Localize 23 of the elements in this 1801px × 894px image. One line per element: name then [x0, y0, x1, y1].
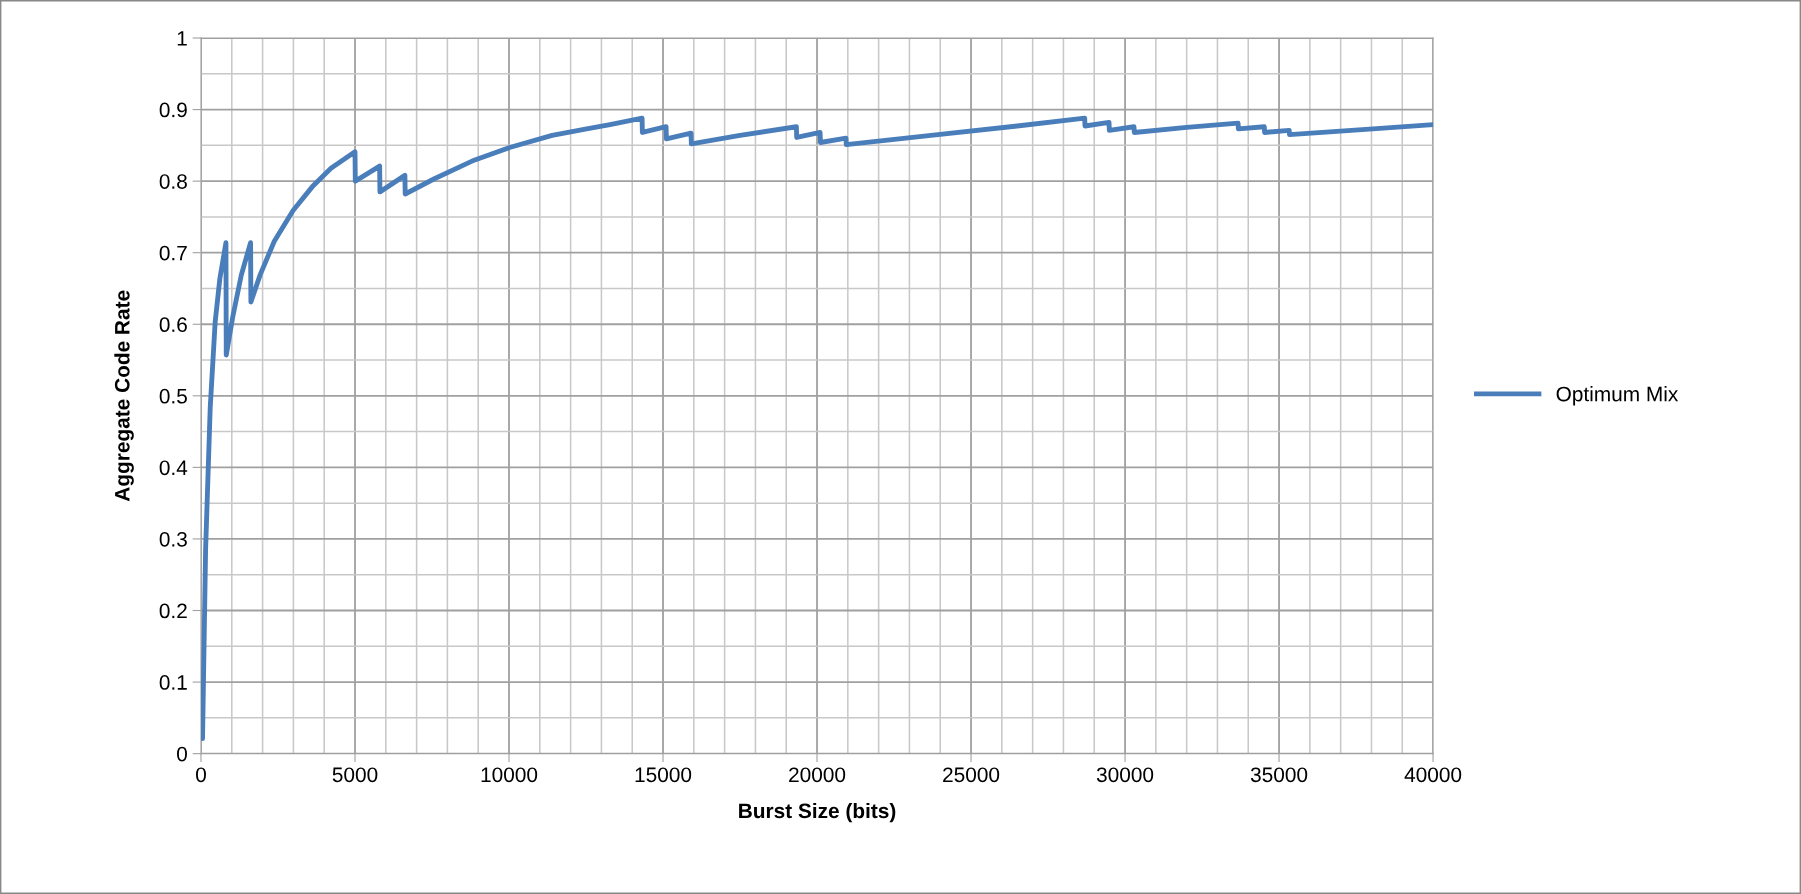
y-axis-title: Aggregate Code Rate [114, 290, 134, 502]
x-tick-label: 10000 [481, 767, 538, 783]
y-tick-label: 0 [177, 746, 187, 762]
y-tick-label: 0.7 [159, 245, 187, 261]
y-tick-label: 0.6 [159, 317, 187, 333]
y-tick-label: 0.1 [159, 675, 187, 690]
x-axis-title: Burst Size (bits) [739, 802, 896, 823]
y-tick-label: 0.9 [159, 102, 187, 118]
y-tick-label: 1 [177, 31, 187, 46]
y-tick-label: 0.3 [159, 531, 187, 547]
x-tick-label: 0 [196, 767, 206, 783]
x-tick-label: 15000 [635, 767, 692, 783]
x-tick-label: 30000 [1096, 767, 1154, 783]
y-tick-label: 0.2 [159, 603, 187, 619]
x-tick-label: 20000 [789, 767, 846, 783]
y-tick-label: 0.8 [159, 174, 187, 189]
x-tick-label: 35000 [1250, 767, 1308, 783]
x-tick-label: 5000 [332, 767, 378, 783]
x-tick-label: 40000 [1404, 767, 1462, 783]
y-tick-label: 0.5 [159, 388, 187, 404]
x-tick-label: 25000 [943, 767, 1000, 783]
y-tick-label: 0.4 [159, 460, 188, 476]
legend-label: Optimum Mix [1556, 386, 1679, 406]
